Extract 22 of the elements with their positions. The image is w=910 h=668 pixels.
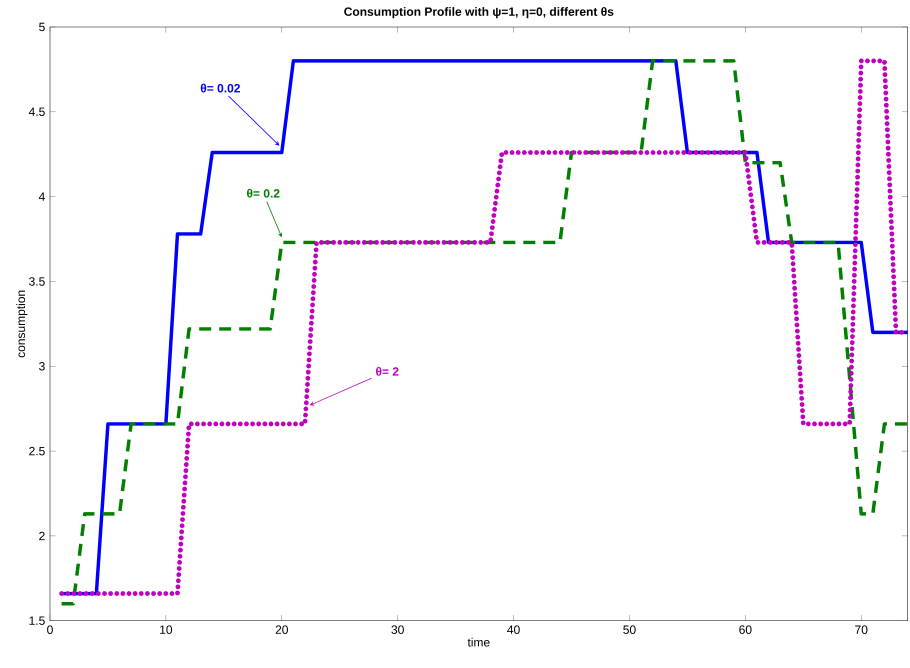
annotation: θ= 2 — [376, 367, 398, 376]
x-tick-label: 70 — [855, 626, 868, 634]
annotation: θ= 0.2 — [247, 188, 280, 198]
y-axis-title: consumption — [16, 290, 28, 358]
y-tick-label: 3 — [39, 362, 45, 371]
x-tick-label: 20 — [276, 626, 288, 634]
x-axis-title: time — [468, 638, 490, 647]
y-tick-label: 1.5 — [30, 616, 45, 626]
x-tick-label: 10 — [160, 626, 172, 634]
y-tick-label: 2.5 — [29, 446, 45, 456]
x-tick-label: 0 — [47, 626, 53, 634]
y-tick-label: 5 — [39, 22, 45, 32]
x-tick-label: 30 — [391, 626, 404, 634]
x-tick-label: 50 — [623, 626, 636, 634]
x-tick-label: 40 — [507, 626, 520, 634]
y-tick-label: 4.5 — [28, 108, 45, 116]
y-tick-label: 4 — [38, 192, 45, 201]
y-tick-label: 3.5 — [29, 277, 45, 286]
annotation: θ= 0.02 — [200, 84, 240, 93]
chart-title: Consumption Profile with ψ=1, η=0, different θs — [344, 7, 614, 18]
y-tick-label: 2 — [39, 532, 45, 540]
x-tick-label: 60 — [739, 626, 752, 634]
